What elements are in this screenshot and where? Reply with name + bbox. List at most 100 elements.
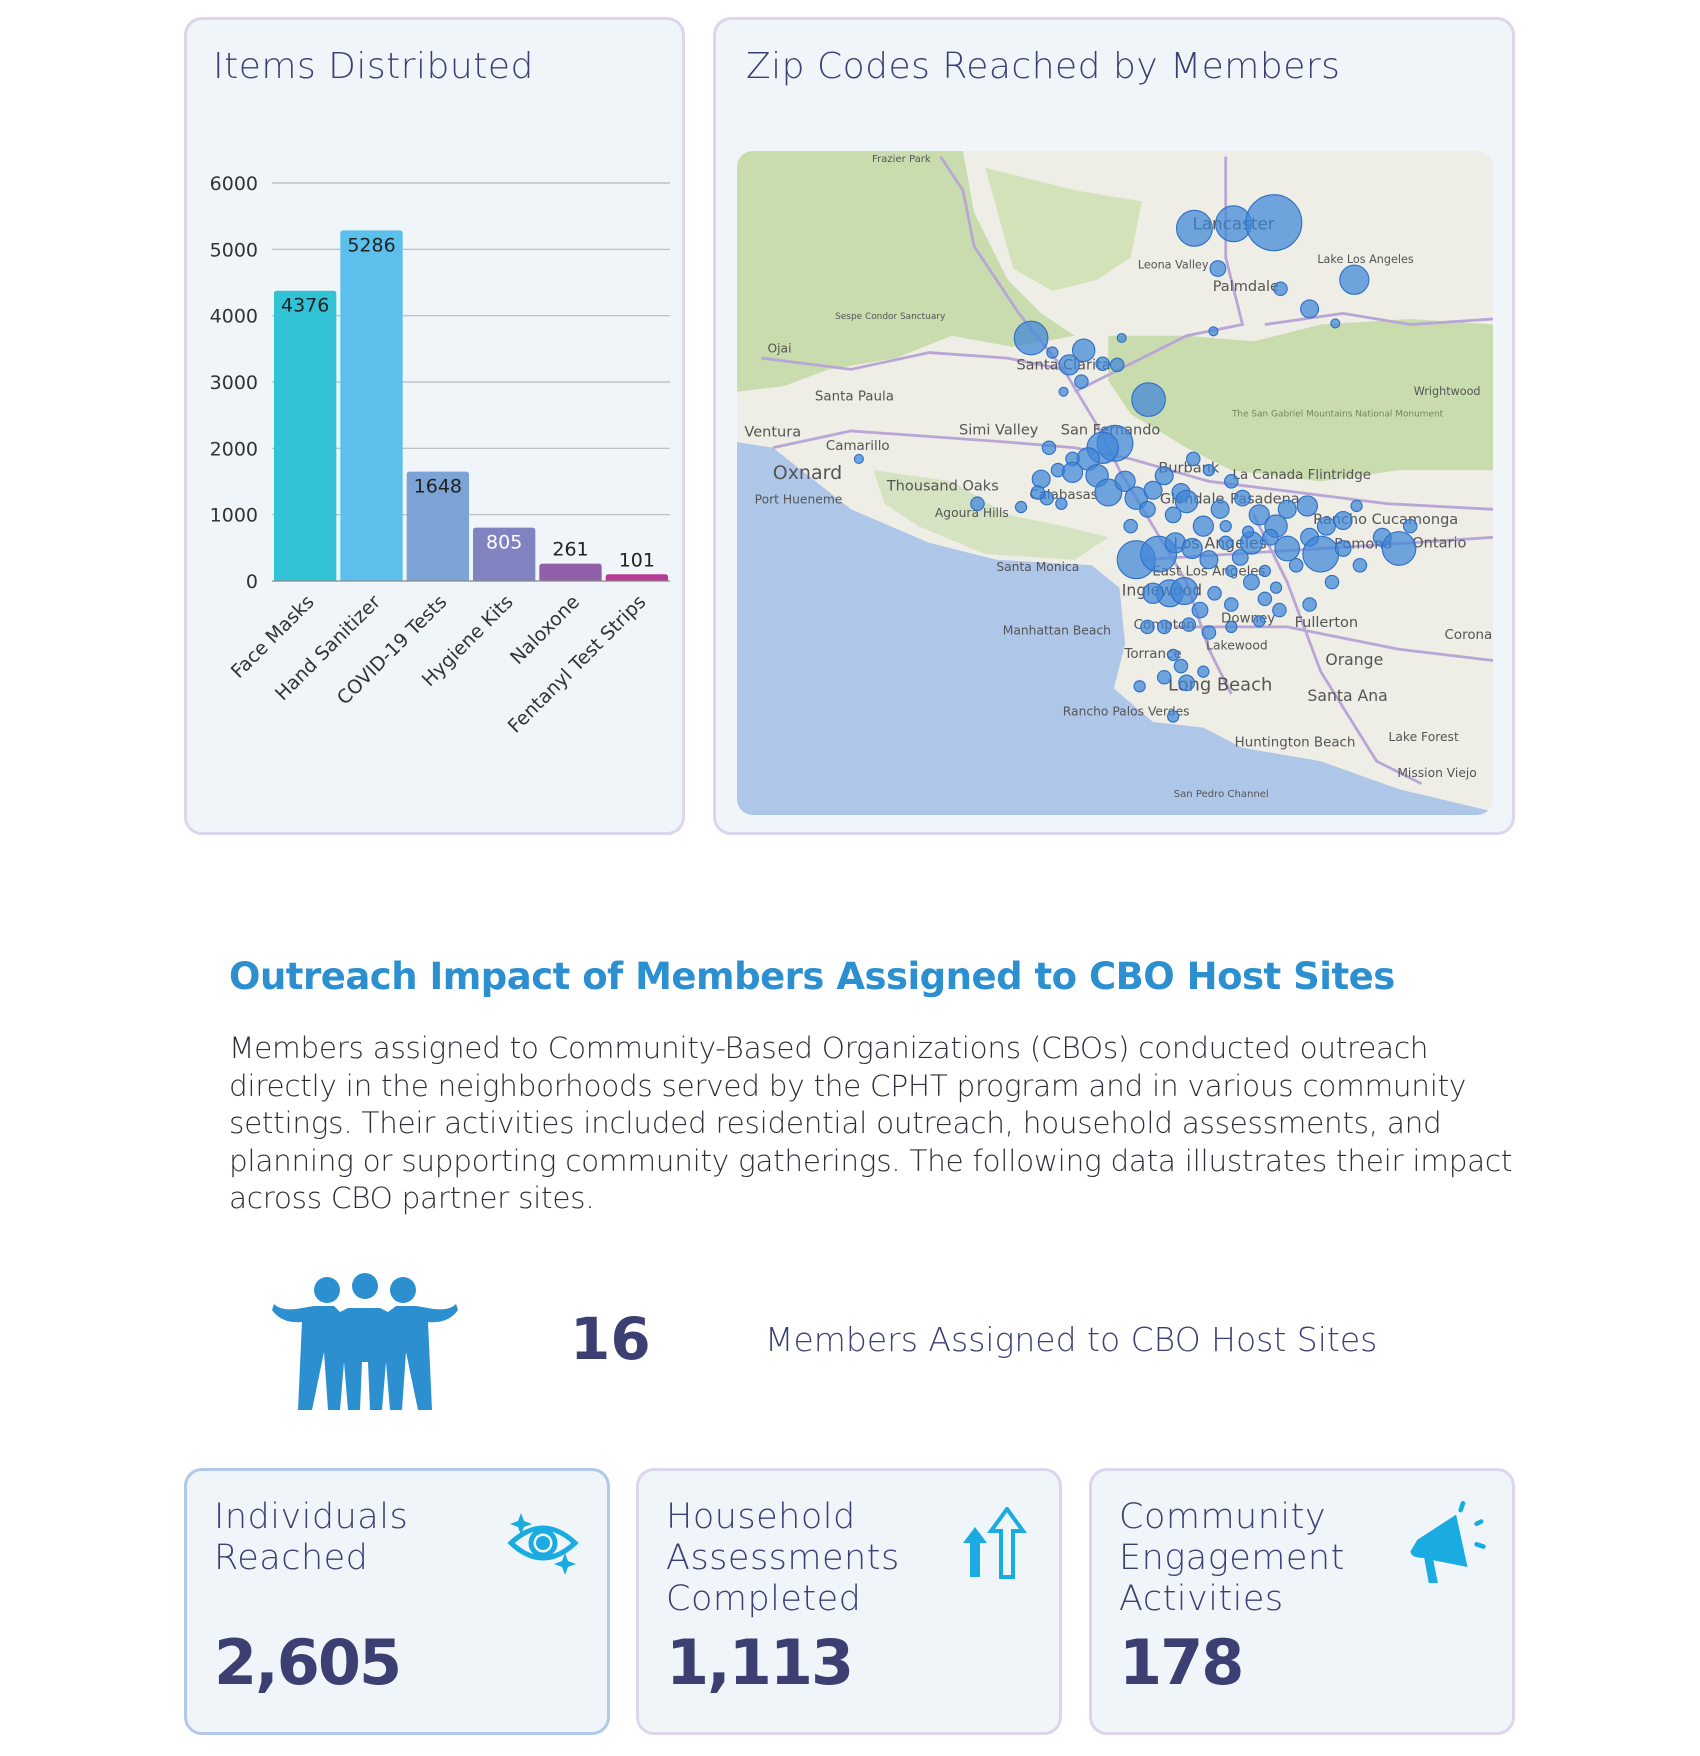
zip-marker[interactable] [1055,497,1068,510]
zip-marker[interactable] [1257,591,1273,607]
zip-marker[interactable] [1114,470,1136,492]
bar[interactable] [274,290,337,581]
zip-marker[interactable] [1013,320,1049,356]
zip-marker[interactable] [1074,374,1089,389]
bar[interactable] [340,230,403,581]
zip-marker[interactable] [1324,574,1340,590]
map-label: Camarillo [826,439,890,454]
zip-marker[interactable] [1243,573,1260,591]
zip-marker[interactable] [1258,564,1272,578]
zip-marker[interactable] [1131,382,1166,417]
zip-marker[interactable] [1273,281,1288,297]
zip-marker[interactable] [1133,680,1146,693]
zip-marker[interactable] [1208,326,1219,337]
zip-marker[interactable] [1058,386,1069,397]
zip-marker[interactable] [970,496,985,511]
zip-code-map[interactable]: Frazier ParkLancasterLeona ValleyPalmdal… [737,151,1493,815]
zip-marker[interactable] [1123,518,1138,534]
zip-marker[interactable] [1061,461,1084,483]
zip-marker[interactable] [1241,525,1255,538]
bar[interactable] [406,471,469,581]
bar[interactable] [473,527,536,581]
zip-marker[interactable] [1234,489,1251,507]
zip-marker[interactable] [1167,710,1180,723]
zip-marker[interactable] [1302,535,1340,573]
zip-marker[interactable] [1224,597,1239,612]
zip-marker[interactable] [1269,581,1283,594]
zip-marker[interactable] [1046,346,1059,359]
zip-marker[interactable] [1170,577,1199,606]
zip-marker[interactable] [1333,510,1353,531]
zip-marker[interactable] [1041,440,1057,456]
zip-marker[interactable] [1202,463,1216,477]
zip-marker[interactable] [1334,540,1352,557]
zip-marker[interactable] [1207,586,1222,601]
zip-marker[interactable] [1167,648,1180,662]
zip-marker[interactable] [1316,516,1336,536]
zip-marker[interactable] [1199,550,1219,570]
zip-marker[interactable] [1178,674,1195,692]
zip-marker[interactable] [1300,299,1320,319]
zip-marker[interactable] [1181,537,1203,560]
zip-marker[interactable] [1224,474,1239,489]
zip-marker[interactable] [1192,515,1214,537]
zip-marker[interactable] [1197,665,1210,678]
zip-marker[interactable] [1181,617,1197,632]
zip-marker[interactable] [1339,264,1370,295]
zip-marker[interactable] [1173,658,1189,674]
zip-marker[interactable] [1352,558,1368,573]
zip-marker[interactable] [1381,531,1417,566]
zip-marker[interactable] [1218,535,1233,551]
zip-marker[interactable] [1350,499,1363,513]
bar[interactable] [605,574,668,581]
zip-marker[interactable] [1302,597,1317,612]
zip-marker[interactable] [1201,625,1217,640]
zip-marker[interactable] [1116,332,1127,344]
zip-marker[interactable] [1143,480,1163,500]
zip-marker[interactable] [1296,495,1318,517]
zip-marker[interactable] [1140,619,1155,635]
map-label: The San Gabriel Mountains National Monum… [1231,409,1444,419]
zip-marker[interactable] [1277,499,1297,519]
zip-marker[interactable] [1154,466,1174,486]
zip-marker[interactable] [1219,519,1232,533]
zip-marker[interactable] [1225,620,1238,634]
stat-card-community-engagement: Community Engagement Activities 178 [1089,1468,1515,1735]
zip-marker[interactable] [1288,558,1304,573]
zip-marker[interactable] [1030,485,1046,500]
zip-marker[interactable] [853,453,864,464]
zip-marker[interactable] [1175,209,1213,247]
zip-marker[interactable] [1402,518,1418,534]
zip-marker[interactable] [1248,504,1270,526]
zip-marker[interactable] [1156,669,1172,685]
map-label: East Los Angeles [1152,564,1265,579]
zip-marker[interactable] [1245,194,1303,252]
zip-marker[interactable] [1094,478,1123,507]
zip-marker[interactable] [1210,499,1230,519]
zip-marker[interactable] [1014,500,1028,514]
zip-marker[interactable] [1186,451,1201,467]
zip-marker[interactable] [1031,469,1051,489]
zip-marker[interactable] [1262,528,1279,546]
zip-marker[interactable] [1253,615,1266,628]
zip-marker[interactable] [1164,506,1182,524]
zip-marker[interactable] [1174,489,1199,514]
zip-marker[interactable] [1191,601,1209,619]
zip-marker[interactable] [1274,535,1301,562]
zip-marker[interactable] [1095,356,1110,372]
zip-marker[interactable] [1071,338,1096,363]
zip-marker[interactable] [1139,500,1156,518]
zip-marker[interactable] [1330,318,1341,329]
stat-title: Individuals Reached [214,1497,409,1578]
zip-marker[interactable] [1272,602,1287,618]
data-label: 5286 [347,234,395,256]
zip-marker[interactable] [1142,582,1164,604]
zip-marker[interactable] [1225,564,1238,578]
bar[interactable] [539,563,602,581]
up-arrows-icon [963,1507,1027,1579]
zip-marker[interactable] [1156,619,1172,635]
zip-marker[interactable] [1058,354,1080,376]
zip-marker[interactable] [1109,357,1125,373]
zip-marker[interactable] [1209,260,1227,277]
zip-marker[interactable] [1231,549,1249,566]
